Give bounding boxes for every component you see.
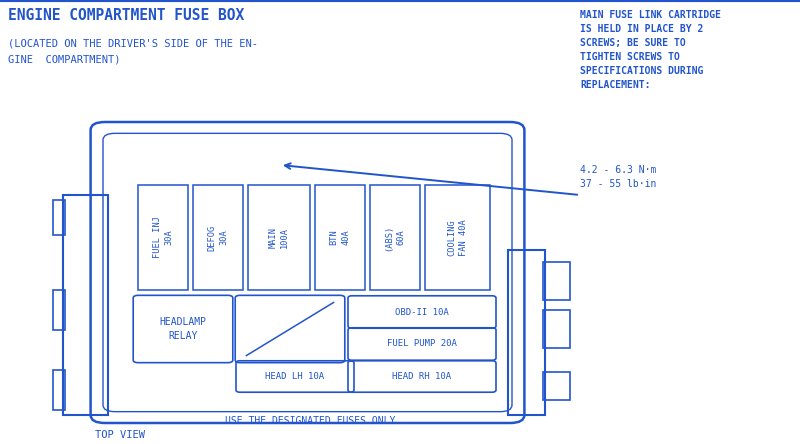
Bar <box>248 185 310 290</box>
Text: TOP VIEW: TOP VIEW <box>95 430 145 440</box>
Bar <box>315 185 365 290</box>
Text: OBD-II 10A: OBD-II 10A <box>395 308 449 317</box>
Text: DEFOG
30A: DEFOG 30A <box>207 224 229 250</box>
Text: (ABS)
60A: (ABS) 60A <box>385 224 406 250</box>
Bar <box>53 290 65 330</box>
Bar <box>53 370 65 410</box>
Bar <box>63 195 108 415</box>
Text: FUEL INJ
30A: FUEL INJ 30A <box>153 217 174 258</box>
Text: BTN
40A: BTN 40A <box>330 230 350 246</box>
Bar <box>53 200 65 235</box>
Bar <box>425 185 490 290</box>
Text: HEAD LH 10A: HEAD LH 10A <box>266 372 325 381</box>
Bar <box>508 250 545 415</box>
Text: COOLING
FAN 40A: COOLING FAN 40A <box>447 219 468 256</box>
Bar <box>543 372 570 400</box>
Text: HEADLAMP
RELAY: HEADLAMP RELAY <box>159 317 206 341</box>
Text: MAIN
100A: MAIN 100A <box>269 227 290 248</box>
Text: GINE  COMPARTMENT): GINE COMPARTMENT) <box>8 55 121 65</box>
Text: MAIN FUSE LINK CARTRIDGE
IS HELD IN PLACE BY 2
SCREWS; BE SURE TO
TIGHTEN SCREWS: MAIN FUSE LINK CARTRIDGE IS HELD IN PLAC… <box>580 10 721 90</box>
Text: HEAD RH 10A: HEAD RH 10A <box>393 372 451 381</box>
Text: 4.2 - 6.3 N·m
37 - 55 lb·in: 4.2 - 6.3 N·m 37 - 55 lb·in <box>580 165 656 189</box>
Bar <box>543 310 570 348</box>
Text: USE THE DESIGNATED FUSES ONLY: USE THE DESIGNATED FUSES ONLY <box>225 416 395 426</box>
Bar <box>370 185 420 290</box>
Text: ENGINE COMPARTMENT FUSE BOX: ENGINE COMPARTMENT FUSE BOX <box>8 8 244 23</box>
Bar <box>543 262 570 300</box>
Bar <box>193 185 243 290</box>
Text: FUEL PUMP 20A: FUEL PUMP 20A <box>387 340 457 349</box>
Bar <box>138 185 188 290</box>
Text: (LOCATED ON THE DRIVER'S SIDE OF THE EN-: (LOCATED ON THE DRIVER'S SIDE OF THE EN- <box>8 38 258 48</box>
